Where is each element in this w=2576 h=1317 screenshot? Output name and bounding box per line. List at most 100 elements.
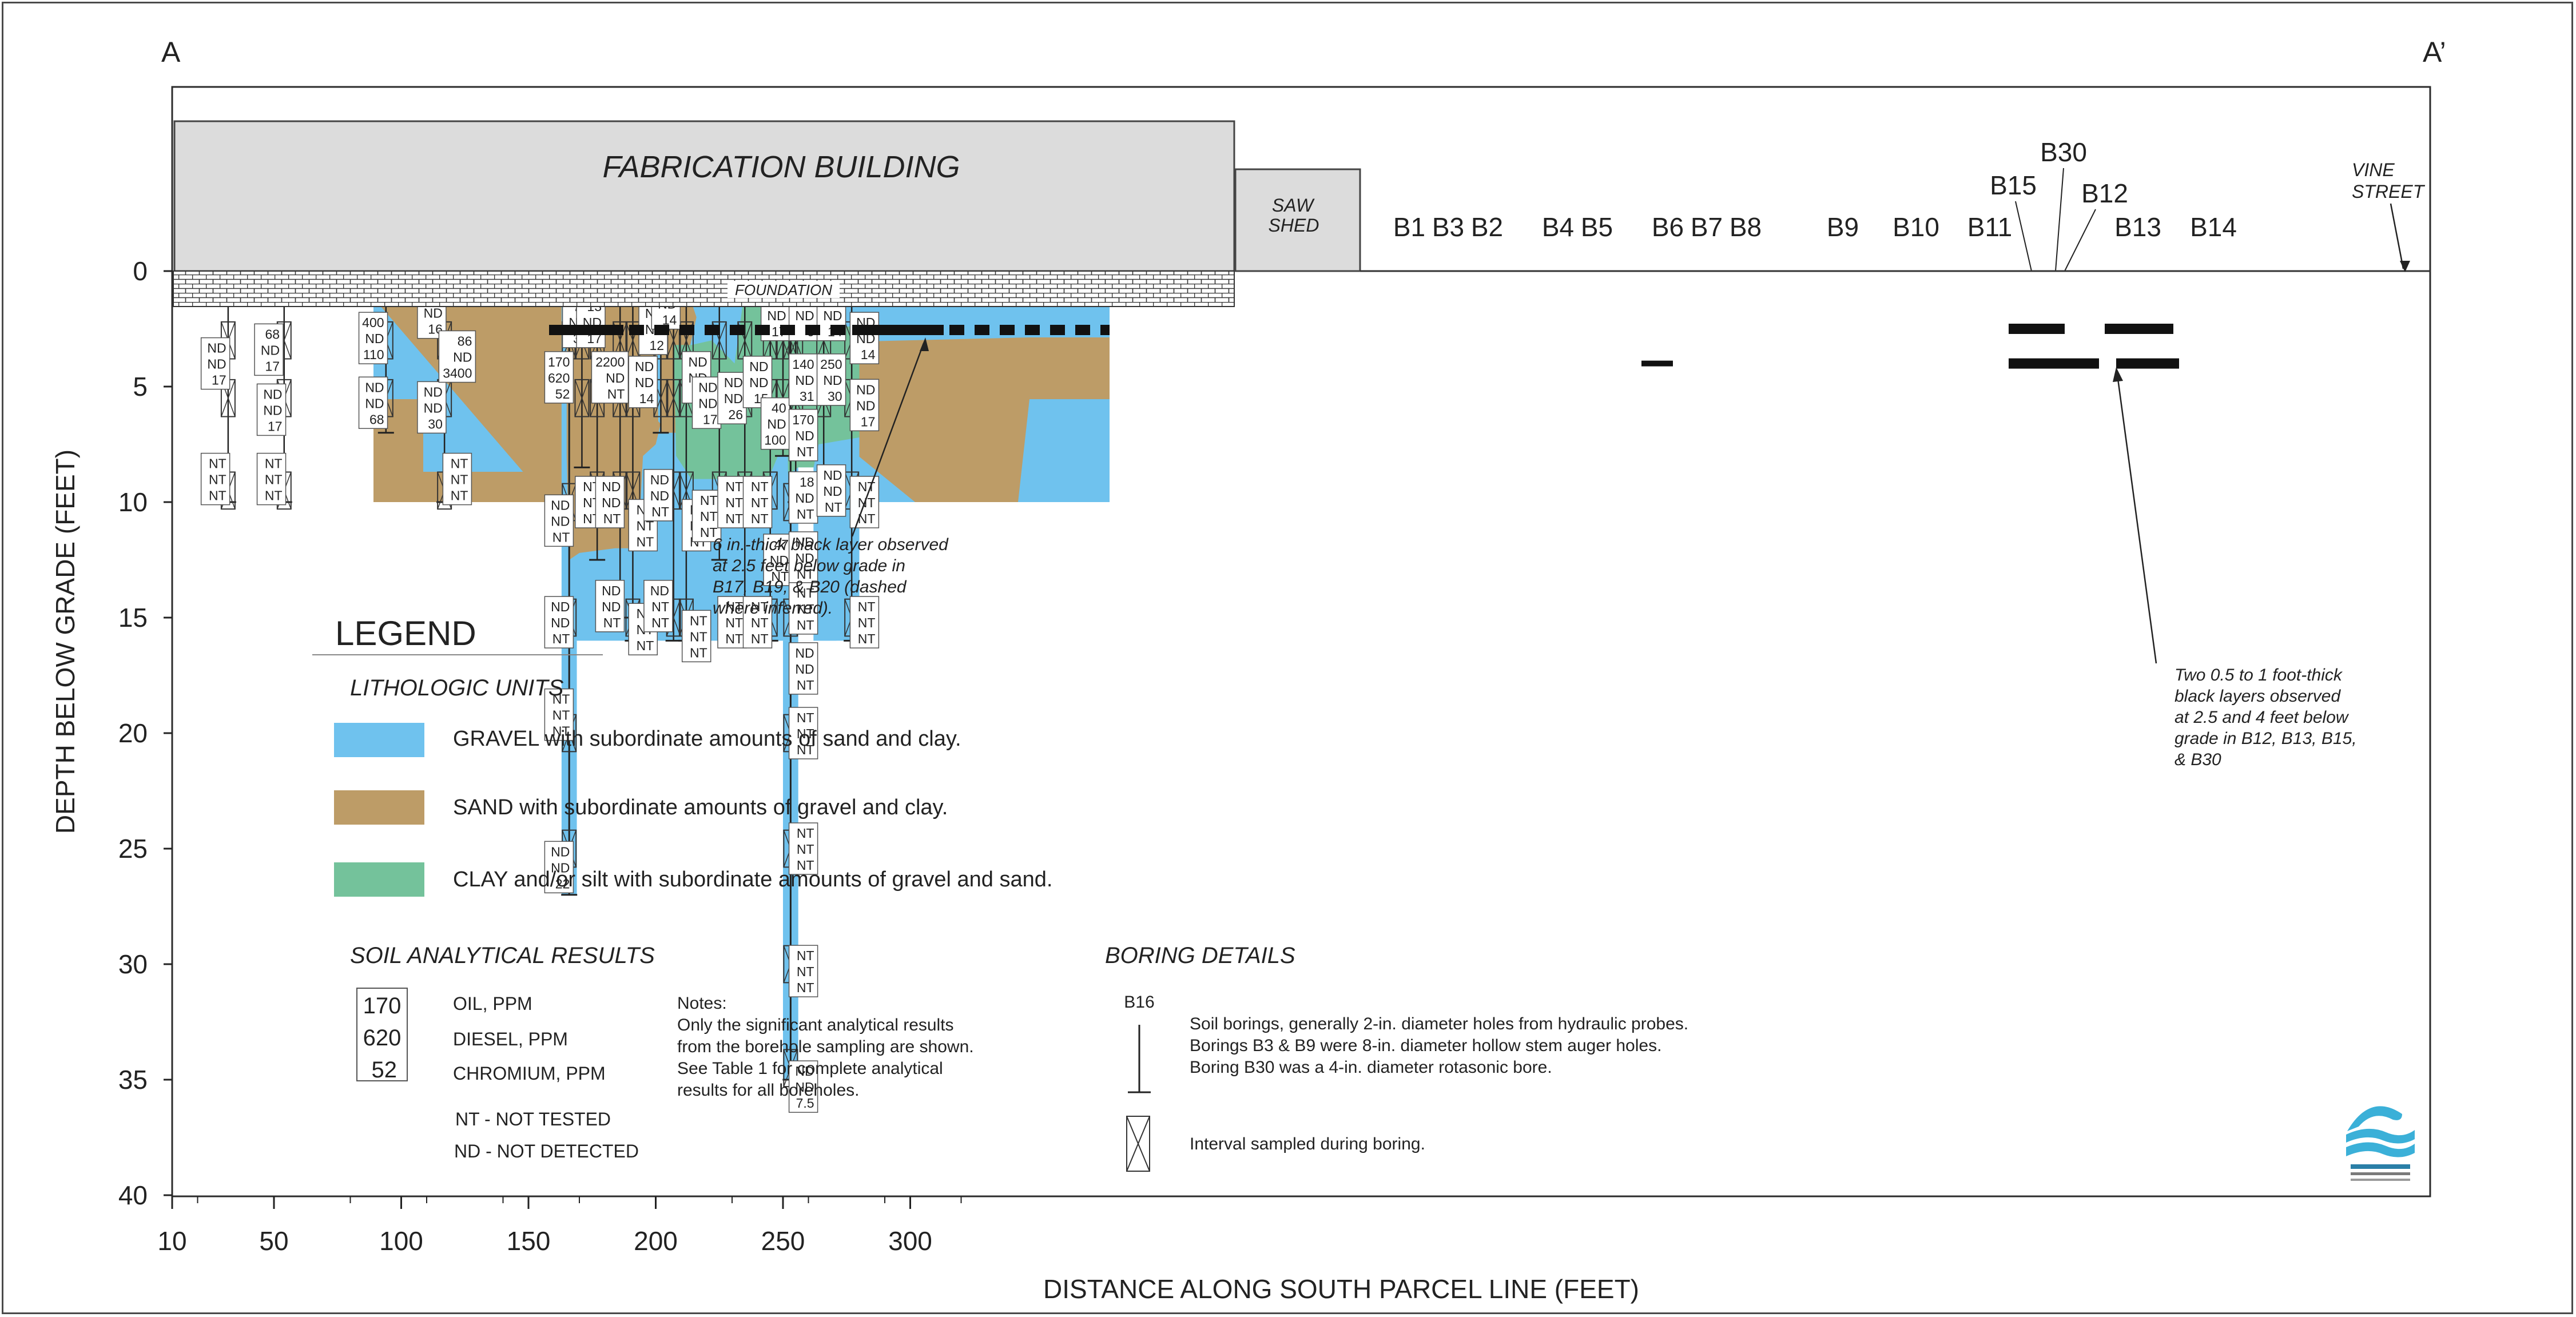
svg-text:NT: NT bbox=[825, 500, 842, 515]
result-box: 2200 ND NT bbox=[591, 351, 629, 404]
svg-text:ND: ND bbox=[263, 387, 282, 401]
svg-text:NT: NT bbox=[725, 479, 743, 494]
soil-example-oil: 170 bbox=[363, 993, 401, 1018]
svg-text:26: 26 bbox=[728, 407, 743, 422]
x-tick-label: 10 bbox=[157, 1226, 186, 1256]
svg-text:620: 620 bbox=[548, 371, 570, 385]
svg-text:ND: ND bbox=[795, 535, 814, 550]
svg-text:NT: NT bbox=[797, 948, 814, 963]
svg-text:NT: NT bbox=[797, 567, 814, 582]
x-tick-label: 250 bbox=[761, 1226, 805, 1256]
svg-text:NT: NT bbox=[690, 613, 707, 628]
svg-text:NT: NT bbox=[552, 708, 570, 723]
svg-text:ND: ND bbox=[856, 398, 875, 413]
svg-text:ND: ND bbox=[767, 308, 786, 323]
svg-text:ND: ND bbox=[365, 380, 384, 395]
svg-text:ND: ND bbox=[698, 380, 717, 395]
soil-key-chromium: CHROMIUM, PPM bbox=[453, 1063, 606, 1084]
svg-text:ND: ND bbox=[724, 391, 743, 406]
boring-label-b1: B1 bbox=[1393, 212, 1425, 242]
svg-text:NT: NT bbox=[797, 742, 814, 757]
svg-text:ND: ND bbox=[724, 375, 743, 390]
fabrication-building bbox=[173, 120, 1235, 272]
svg-text:17: 17 bbox=[268, 419, 283, 433]
vine-street-label-1: VINE bbox=[2352, 160, 2395, 180]
svg-text:ND: ND bbox=[602, 495, 621, 510]
svg-text:ND: ND bbox=[698, 396, 717, 411]
svg-text:30: 30 bbox=[828, 389, 842, 404]
boring-label-b3: B3 bbox=[1432, 212, 1464, 242]
callout-east: Two 0.5 to 1 foot-thick black layers obse… bbox=[2113, 367, 2357, 769]
svg-text:NT: NT bbox=[552, 530, 570, 544]
svg-text:NT: NT bbox=[797, 842, 814, 857]
svg-text:ND: ND bbox=[261, 343, 280, 357]
x-tick-label: 150 bbox=[507, 1226, 551, 1256]
svg-text:NT: NT bbox=[552, 724, 570, 739]
foundation-label-box bbox=[728, 281, 840, 298]
svg-text:ND: ND bbox=[635, 359, 654, 374]
svg-text:68: 68 bbox=[265, 327, 280, 341]
svg-text:17: 17 bbox=[212, 373, 226, 388]
label-leader bbox=[2055, 168, 2064, 272]
svg-text:NT: NT bbox=[651, 504, 669, 519]
saw-shed-label-1: SAW bbox=[1272, 195, 1315, 216]
svg-text:NT: NT bbox=[797, 602, 814, 616]
svg-text:ND: ND bbox=[551, 514, 570, 528]
boring-label-b2: B2 bbox=[1471, 212, 1503, 242]
x-tick-label: 200 bbox=[634, 1226, 678, 1256]
axis-ticks: 10 50 100 150 200 250 300 0 5 10 15 20 25 30 35 40 bbox=[118, 256, 962, 1256]
svg-text:NT: NT bbox=[751, 615, 769, 630]
svg-text:2200: 2200 bbox=[595, 355, 625, 369]
svg-text:ND: ND bbox=[635, 375, 654, 390]
svg-text:NT: NT bbox=[751, 631, 769, 646]
boring-label-b7: B7 bbox=[1691, 212, 1723, 242]
lithologic-units-title: LITHOLOGIC UNITS bbox=[350, 675, 564, 701]
y-tick-label: 5 bbox=[133, 372, 148, 401]
y-tick-label: 20 bbox=[118, 718, 148, 748]
soil-example-box bbox=[356, 988, 408, 1081]
label-leader bbox=[2015, 201, 2032, 272]
svg-text:ND: ND bbox=[795, 1080, 814, 1095]
svg-text:7.5: 7.5 bbox=[796, 1096, 814, 1111]
soil-key-diesel: DIESEL, PPM bbox=[453, 1029, 568, 1049]
svg-text:NT: NT bbox=[700, 509, 718, 524]
svg-text:ND: ND bbox=[602, 599, 621, 614]
svg-text:ND: ND bbox=[606, 371, 625, 385]
svg-text:ND: ND bbox=[795, 1064, 814, 1079]
svg-text:ND: ND bbox=[795, 491, 814, 506]
svg-text:ND: ND bbox=[749, 375, 768, 390]
svg-text:NT: NT bbox=[751, 495, 769, 510]
svg-text:250: 250 bbox=[820, 357, 842, 372]
soil-key-oil: OIL, PPM bbox=[453, 993, 532, 1014]
svg-text:NT: NT bbox=[725, 511, 743, 526]
svg-text:NT: NT bbox=[751, 479, 769, 494]
svg-text:ND: ND bbox=[551, 615, 570, 630]
svg-text:NT: NT bbox=[265, 472, 283, 487]
svg-text:170: 170 bbox=[548, 355, 570, 369]
svg-text:NT: NT bbox=[690, 645, 707, 660]
boring-label-b4: B4 bbox=[1542, 212, 1574, 242]
saw-shed bbox=[1234, 168, 1361, 272]
notes: Notes: Only the significant analytical re… bbox=[677, 994, 974, 1100]
svg-text:ND: ND bbox=[424, 384, 443, 399]
svg-text:NT: NT bbox=[797, 586, 814, 600]
svg-text:NT: NT bbox=[651, 615, 669, 630]
svg-text:NT: NT bbox=[725, 599, 743, 614]
svg-text:110: 110 bbox=[363, 347, 384, 362]
svg-text:NT: NT bbox=[603, 511, 621, 526]
boring-label-b11: B11 bbox=[1967, 212, 2012, 242]
